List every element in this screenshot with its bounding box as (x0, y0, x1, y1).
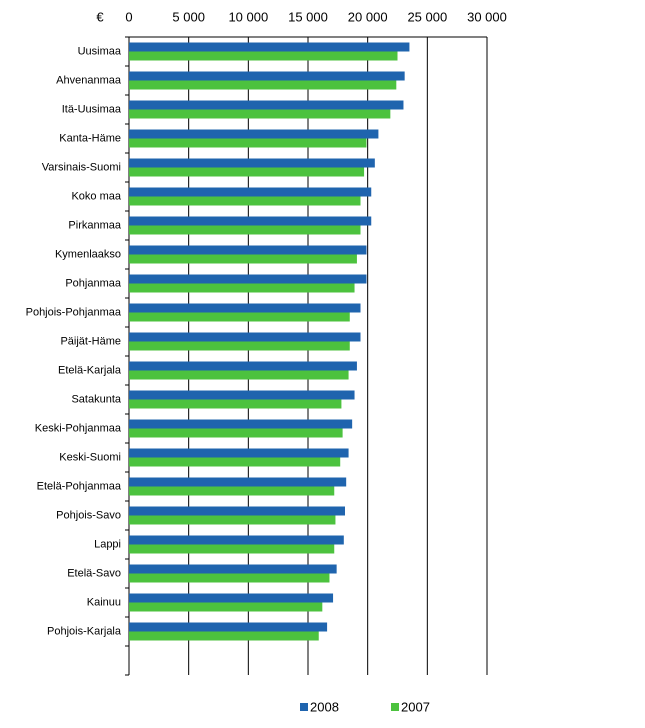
x-tick-label: 15 000 (288, 9, 328, 24)
y-tick-label: Etelä-Savo (67, 567, 121, 579)
bar (129, 477, 347, 487)
y-tick-label: Varsinais-Suomi (42, 161, 121, 173)
bar (129, 544, 335, 554)
x-tick-label: 10 000 (228, 9, 268, 24)
bar (129, 138, 367, 148)
y-tick-label: Etelä-Karjala (58, 364, 122, 376)
bar (129, 428, 343, 438)
bar (129, 419, 353, 429)
bar (129, 100, 404, 110)
y-tick-label: Pirkanmaa (68, 219, 121, 231)
bar (129, 167, 365, 177)
y-tick-label: Itä-Uusimaa (62, 103, 122, 115)
y-tick-label: Uusimaa (78, 45, 122, 57)
bar (129, 332, 361, 342)
bar (129, 486, 335, 496)
y-tick-label: Pohjois-Karjala (47, 625, 122, 637)
bar (129, 303, 361, 313)
y-tick-label: Kymenlaakso (55, 248, 121, 260)
legend-swatch (391, 703, 399, 711)
bar (129, 245, 367, 255)
bar (129, 283, 355, 293)
y-tick-label: Keski-Suomi (59, 451, 121, 463)
bar (129, 42, 410, 52)
bar (129, 602, 323, 612)
y-tick-label: Etelä-Pohjanmaa (37, 480, 122, 492)
bar (129, 399, 342, 409)
bar (129, 129, 379, 139)
y-tick-label: Kainuu (87, 596, 121, 608)
x-tick-label: 5 000 (172, 9, 205, 24)
legend-label: 2008 (310, 699, 339, 714)
bar (129, 564, 337, 574)
bar (129, 573, 330, 583)
bar (129, 370, 349, 380)
bar (129, 216, 372, 226)
bar (129, 274, 367, 284)
bar (129, 535, 344, 545)
bar (129, 51, 398, 61)
legend-label: 2007 (401, 699, 430, 714)
y-tick-label: Pohjois-Pohjanmaa (26, 306, 122, 318)
bar (129, 196, 361, 206)
bar (129, 361, 357, 371)
x-tick-label: 30 000 (467, 9, 507, 24)
y-tick-label: Lappi (94, 538, 121, 550)
bar (129, 506, 345, 516)
bar (129, 109, 391, 119)
bar (129, 254, 357, 264)
y-tick-label: Keski-Pohjanmaa (35, 422, 122, 434)
bar (129, 448, 349, 458)
bar (129, 457, 341, 467)
bar (129, 515, 336, 525)
y-tick-label: Pohjanmaa (65, 277, 122, 289)
y-tick-label: Kanta-Häme (59, 132, 121, 144)
bar (129, 158, 375, 168)
bar (129, 80, 397, 90)
x-tick-label: 0 (125, 9, 132, 24)
y-tick-label: Koko maa (71, 190, 121, 202)
bar (129, 622, 328, 632)
bar (129, 390, 355, 400)
bar (129, 187, 372, 197)
bar (129, 71, 405, 81)
bar (129, 631, 319, 641)
bar (129, 341, 350, 351)
legend-swatch (300, 703, 308, 711)
y-tick-label: Ahvenanmaa (56, 74, 122, 86)
y-tick-label: Satakunta (71, 393, 121, 405)
x-tick-label: 20 000 (348, 9, 388, 24)
x-tick-label: 25 000 (407, 9, 447, 24)
axis-label: € (96, 9, 104, 24)
bar (129, 225, 361, 235)
bar (129, 312, 350, 322)
y-tick-label: Pohjois-Savo (56, 509, 121, 521)
y-tick-label: Päijät-Häme (60, 335, 121, 347)
bar (129, 593, 334, 603)
